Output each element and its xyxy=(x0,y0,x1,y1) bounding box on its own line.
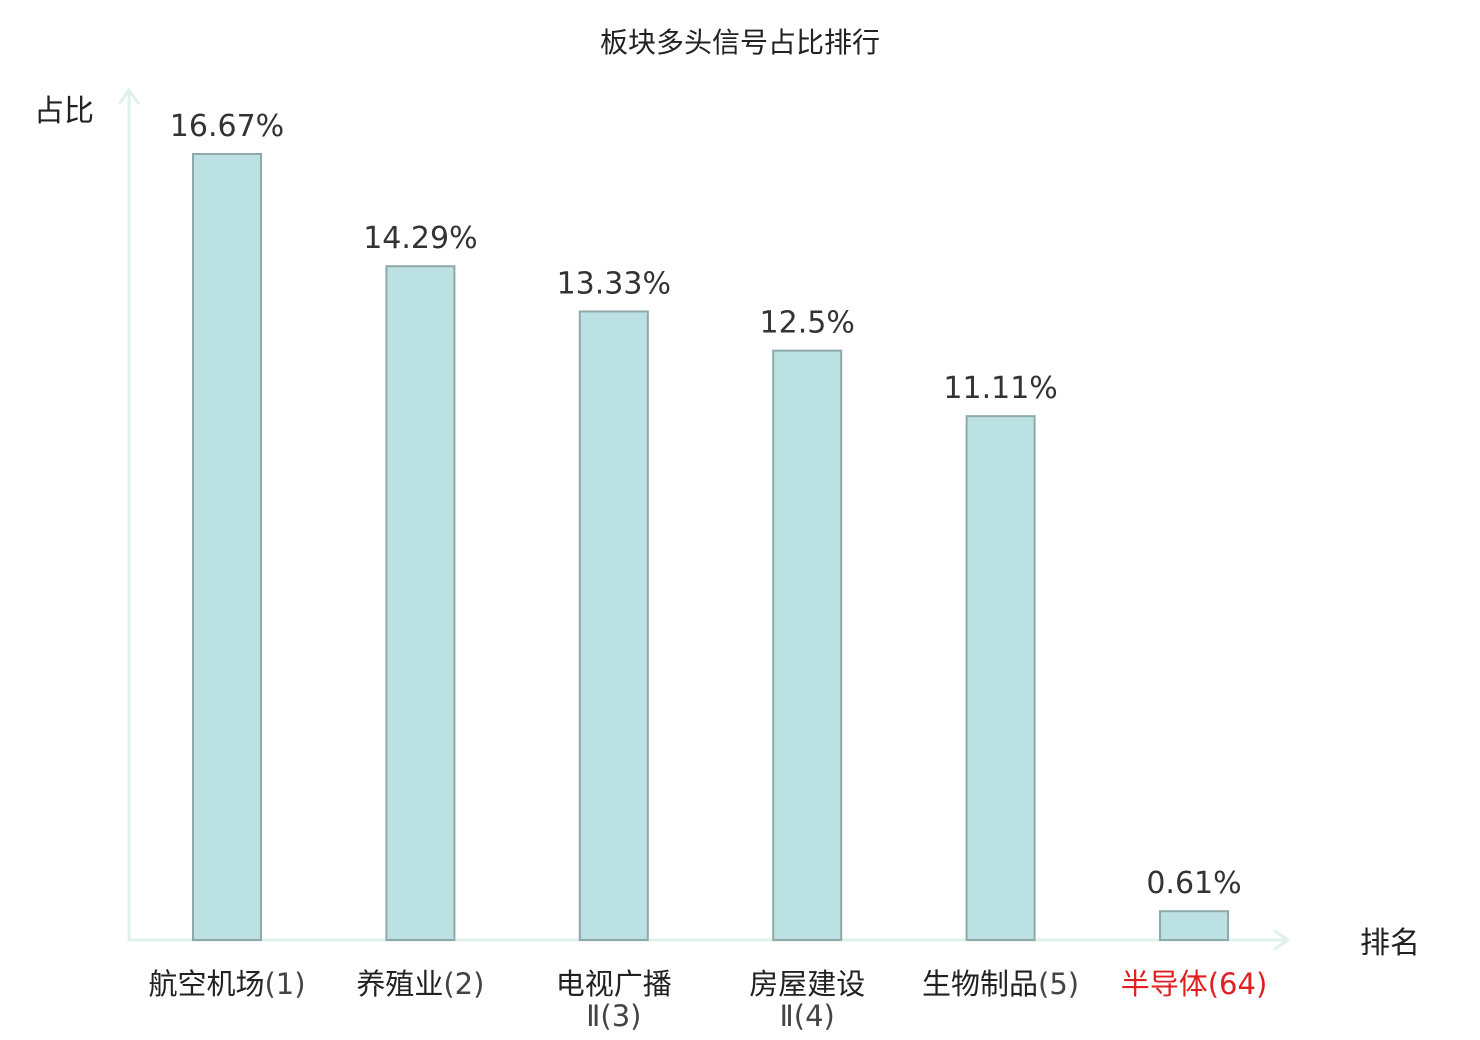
data-label: 0.61% xyxy=(1146,866,1241,901)
tick-label: 养殖业(2) xyxy=(356,967,484,1001)
value-labels: 16.67% 14.29% 13.33% 12.5% 11.11% 0.61% xyxy=(170,109,1242,901)
x-axis-label: 排名 xyxy=(1360,926,1420,961)
tick-label: 生物制品(5) xyxy=(922,967,1079,1001)
bar xyxy=(578,310,649,941)
data-label: 14.29% xyxy=(363,221,477,256)
tick-label: 电视广播 Ⅱ(3) xyxy=(556,967,672,1033)
bar xyxy=(192,153,262,941)
data-label: 12.5% xyxy=(760,306,855,341)
axes xyxy=(118,88,1290,951)
data-label: 11.11% xyxy=(943,371,1057,406)
data-label: 13.33% xyxy=(557,266,671,301)
tick-label: 房屋建设 Ⅱ(4) xyxy=(749,967,865,1033)
bar xyxy=(965,415,1036,941)
data-label: 16.67% xyxy=(170,109,284,144)
bar xyxy=(1159,910,1229,942)
y-axis-arrow xyxy=(118,88,140,105)
tick-label: 半导体(64) xyxy=(1121,967,1268,1001)
y-axis-label: 占比 xyxy=(34,94,94,129)
category-labels: 航空机场(1) 养殖业(2) 电视广播 Ⅱ(3) 房屋建设 Ⅱ(4) 生物制品(5) 半导体(… xyxy=(148,967,1267,1033)
x-axis-arrow xyxy=(1273,929,1290,951)
bars xyxy=(192,153,1229,942)
chart-title: 板块多头信号占比排行 xyxy=(600,26,880,59)
bar xyxy=(772,349,843,942)
tick-label: 航空机场(1) xyxy=(148,967,305,1001)
bar xyxy=(385,265,456,941)
